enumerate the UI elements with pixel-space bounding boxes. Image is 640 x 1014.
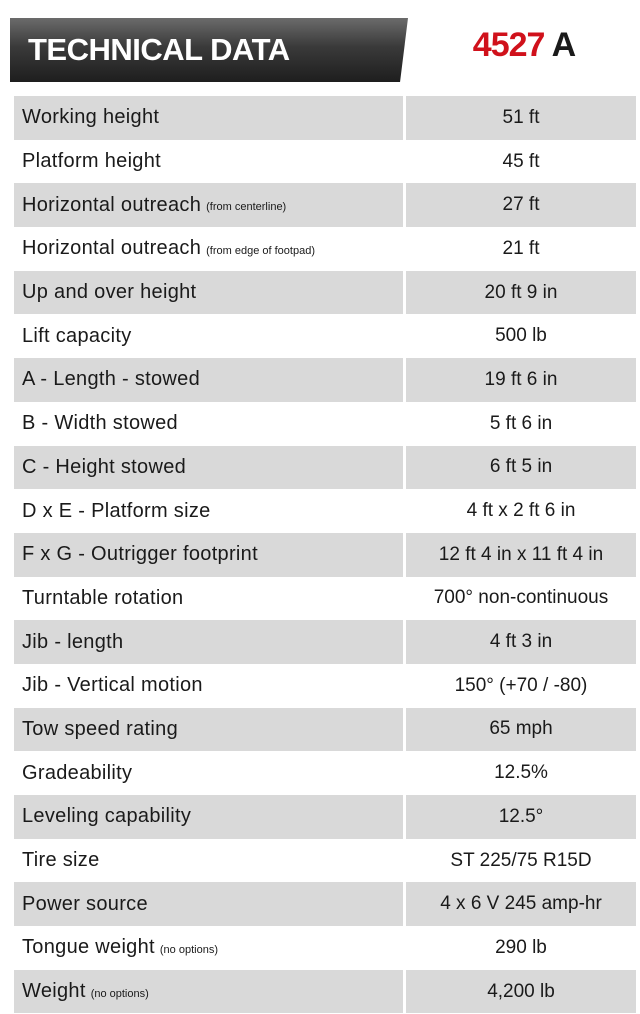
spec-value: 20 ft 9 in bbox=[406, 270, 636, 315]
model-number: 4527 bbox=[472, 26, 546, 64]
spec-row: D x E - Platform size 4 ft x 2 ft 6 in bbox=[14, 489, 636, 533]
spec-label: Horizontal outreach bbox=[22, 237, 202, 260]
spec-label: A - Length - stowed bbox=[22, 368, 201, 391]
spec-value: 700° non-continuous bbox=[433, 587, 609, 609]
spec-label-cell: Horizontal outreach (from edge of footpad… bbox=[14, 227, 403, 271]
spec-label: Weight bbox=[22, 980, 86, 1003]
spec-label-cell: Tongue weight (no options) bbox=[14, 926, 403, 970]
spec-label-cell: Lift capacity bbox=[14, 314, 403, 358]
spec-value: 4,200 lb bbox=[406, 969, 636, 1014]
spec-row: Leveling capability 12.5° bbox=[14, 795, 636, 839]
spec-table: Working height 51 ft Platform height 45 ft H… bbox=[14, 96, 636, 1014]
spec-note: (from centerline) bbox=[206, 201, 287, 214]
spec-row: Jib - Vertical motion 150° (+70 / -80) bbox=[14, 664, 636, 708]
spec-row: Up and over height 20 ft 9 in bbox=[14, 270, 636, 315]
spec-label-cell: Turntable rotation bbox=[14, 577, 403, 621]
spec-label: Leveling capability bbox=[22, 805, 192, 828]
spec-label-cell: B - Width stowed bbox=[14, 402, 403, 446]
spec-label-cell: Working height bbox=[14, 96, 403, 140]
spec-row: Weight (no options) 4,200 lb bbox=[14, 969, 636, 1014]
spec-value: 4 ft 3 in bbox=[406, 620, 636, 664]
spec-value: 12.5° bbox=[406, 795, 636, 839]
spec-row: Working height 51 ft bbox=[14, 96, 636, 140]
spec-label: Power source bbox=[22, 892, 148, 915]
spec-label: Up and over height bbox=[22, 281, 197, 304]
spec-label-cell: D x E - Platform size bbox=[14, 489, 403, 533]
spec-row: F x G - Outrigger footprint 12 ft 4 in x … bbox=[14, 532, 636, 577]
spec-note: (from edge of footpad) bbox=[206, 244, 315, 257]
spec-label-cell: Gradeability bbox=[14, 751, 403, 795]
spec-label-cell: C - Height stowed bbox=[14, 445, 403, 490]
spec-row: Horizontal outreach (from centerline) 27 f… bbox=[14, 183, 636, 228]
spec-label: Turntable rotation bbox=[22, 586, 184, 609]
spec-label-cell: Jib - Vertical motion bbox=[14, 664, 403, 708]
spec-note: (no options) bbox=[159, 943, 218, 956]
spec-value: 65 mph bbox=[406, 707, 636, 752]
spec-row: Lift capacity 500 lb bbox=[14, 314, 636, 358]
spec-row: Platform height 45 ft bbox=[14, 140, 636, 184]
spec-row: Tow speed rating 65 mph bbox=[14, 707, 636, 752]
spec-row: C - Height stowed 6 ft 5 in bbox=[14, 445, 636, 490]
spec-row: B - Width stowed 5 ft 6 in bbox=[14, 402, 636, 446]
spec-value: 27 ft bbox=[406, 183, 636, 228]
spec-label: Horizontal outreach bbox=[22, 193, 202, 216]
header-title: TECHNICAL DATA bbox=[28, 32, 290, 67]
spec-row: A - Length - stowed 19 ft 6 in bbox=[14, 358, 636, 402]
spec-label: Jib - Vertical motion bbox=[22, 674, 203, 697]
spec-row: Gradeability 12.5% bbox=[14, 751, 636, 795]
spec-value: 19 ft 6 in bbox=[406, 358, 636, 402]
spec-row: Jib - length 4 ft 3 in bbox=[14, 620, 636, 664]
spec-label-cell: A - Length - stowed bbox=[14, 358, 403, 402]
spec-row: Horizontal outreach (from edge of footpad… bbox=[14, 227, 636, 271]
model-suffix: A bbox=[551, 26, 577, 64]
spec-label-cell: F x G - Outrigger footprint bbox=[14, 532, 403, 577]
spec-label: F x G - Outrigger footprint bbox=[22, 543, 258, 566]
spec-label: Tire size bbox=[22, 849, 100, 872]
spec-label-cell: Power source bbox=[14, 882, 403, 927]
spec-row: Tongue weight (no options) 290 lb bbox=[14, 926, 636, 970]
spec-value: 21 ft bbox=[502, 237, 540, 259]
spec-value: 12.5% bbox=[494, 762, 548, 784]
spec-label: Working height bbox=[22, 106, 160, 129]
spec-value: 500 lb bbox=[495, 325, 547, 347]
spec-row: Turntable rotation 700° non-continuous bbox=[14, 577, 636, 621]
spec-label: Tow speed rating bbox=[22, 717, 179, 740]
spec-label: B - Width stowed bbox=[22, 412, 178, 435]
spec-label-cell: Jib - length bbox=[14, 620, 403, 664]
spec-label-cell: Platform height bbox=[14, 140, 403, 184]
spec-label-cell: Weight (no options) bbox=[14, 969, 403, 1014]
spec-value: 5 ft 6 in bbox=[489, 412, 553, 434]
spec-label-cell: Leveling capability bbox=[14, 795, 403, 839]
spec-label: Gradeability bbox=[22, 761, 133, 784]
spec-value: ST 225/75 R15D bbox=[450, 849, 592, 871]
spec-label-cell: Tow speed rating bbox=[14, 707, 403, 752]
spec-label-cell: Up and over height bbox=[14, 270, 403, 315]
spec-label: D x E - Platform size bbox=[22, 499, 211, 522]
spec-label: C - Height stowed bbox=[22, 455, 187, 478]
spec-label: Platform height bbox=[22, 150, 162, 173]
spec-value: 51 ft bbox=[406, 96, 636, 140]
model: 4527 A bbox=[408, 26, 640, 65]
spec-label-cell: Tire size bbox=[14, 839, 403, 883]
header-bar: TECHNICAL DATA bbox=[10, 18, 408, 82]
spec-label: Lift capacity bbox=[22, 324, 132, 347]
spec-value: 6 ft 5 in bbox=[406, 445, 636, 490]
spec-label: Jib - length bbox=[22, 630, 124, 653]
spec-value: 12 ft 4 in x 11 ft 4 in bbox=[406, 532, 636, 577]
spec-row: Power source 4 x 6 V 245 amp-hr bbox=[14, 882, 636, 927]
spec-value: 4 x 6 V 245 amp-hr bbox=[406, 882, 636, 927]
spec-value: 290 lb bbox=[495, 936, 547, 958]
spec-value: 4 ft x 2 ft 6 in bbox=[466, 500, 576, 522]
spec-note: (no options) bbox=[90, 987, 149, 1000]
spec-value: 150° (+70 / -80) bbox=[454, 674, 588, 696]
spec-row: Tire size ST 225/75 R15D bbox=[14, 839, 636, 883]
spec-label: Tongue weight bbox=[22, 936, 155, 959]
spec-label-cell: Horizontal outreach (from centerline) bbox=[14, 183, 403, 228]
spec-value: 45 ft bbox=[502, 150, 540, 172]
